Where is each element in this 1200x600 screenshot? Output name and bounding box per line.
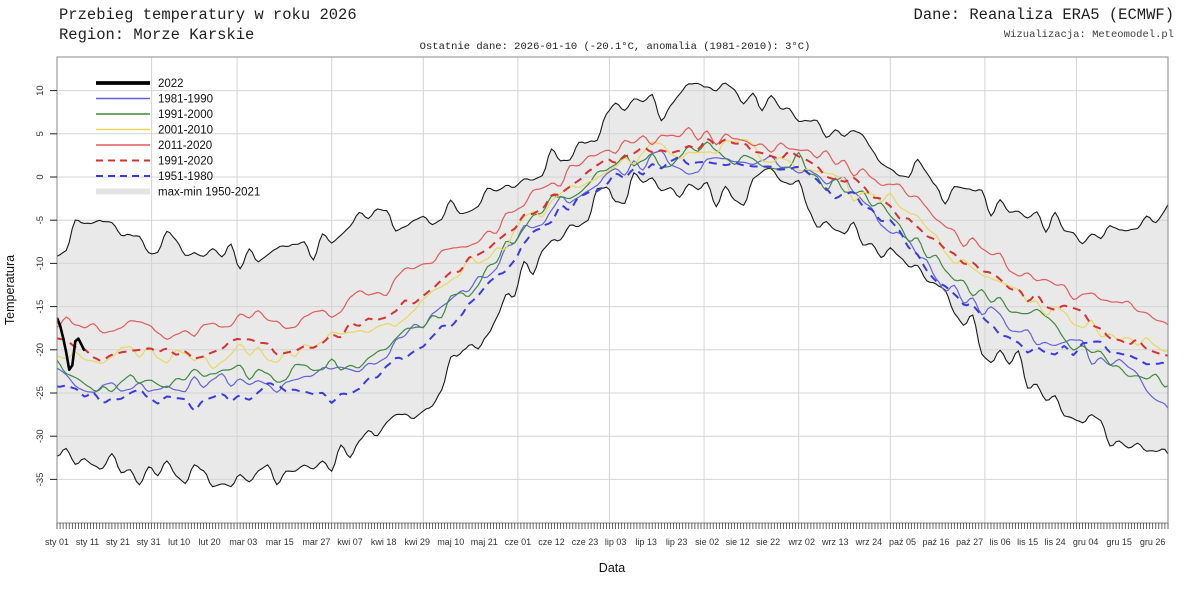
- svg-text:kwi 07: kwi 07: [337, 537, 363, 547]
- region-subtitle: Region: Morze Karskie: [59, 26, 255, 44]
- svg-text:-20: -20: [35, 343, 46, 357]
- svg-text:kwi 29: kwi 29: [404, 537, 430, 547]
- svg-text:lip 03: lip 03: [605, 537, 627, 547]
- svg-text:lis 24: lis 24: [1045, 537, 1066, 547]
- svg-text:lip 23: lip 23: [666, 537, 688, 547]
- series-line-2022: [57, 317, 86, 371]
- svg-text:kwi 18: kwi 18: [371, 537, 397, 547]
- svg-text:sie 12: sie 12: [726, 537, 750, 547]
- svg-text:wrz 13: wrz 13: [821, 537, 849, 547]
- band-edges: [57, 82, 1168, 488]
- svg-text:0: 0: [35, 174, 46, 179]
- svg-text:paź 16: paź 16: [922, 537, 949, 547]
- svg-text:max-min 1950-2021: max-min 1950-2021: [158, 187, 260, 199]
- series-line-2011-2020: [57, 126, 1168, 340]
- svg-text:lis 06: lis 06: [990, 537, 1011, 547]
- series-line-1991-2000: [57, 141, 1168, 393]
- svg-text:lis 15: lis 15: [1017, 537, 1038, 547]
- x-axis-labels: sty 01 sty 11 sty 21 sty 31 lut 10 lut 20 mar …: [45, 537, 1165, 547]
- svg-text:paź 27: paź 27: [956, 537, 983, 547]
- svg-text:maj 21: maj 21: [471, 537, 498, 547]
- svg-text:-30: -30: [35, 429, 46, 443]
- svg-text:cze 23: cze 23: [572, 537, 599, 547]
- svg-text:gru 04: gru 04: [1073, 537, 1099, 547]
- svg-text:cze 01: cze 01: [505, 537, 532, 547]
- svg-text:lut 20: lut 20: [199, 537, 221, 547]
- svg-text:mar 03: mar 03: [229, 537, 257, 547]
- legend: 2022 1981-1990 1991-2000 2001-2010 2011-2020…: [96, 78, 260, 199]
- svg-text:sie 02: sie 02: [695, 537, 719, 547]
- svg-text:5: 5: [35, 131, 46, 136]
- svg-text:maj 10: maj 10: [437, 537, 464, 547]
- svg-text:mar 27: mar 27: [302, 537, 330, 547]
- svg-text:sty 31: sty 31: [137, 537, 161, 547]
- series-line-2001-2010: [57, 138, 1168, 370]
- svg-text:lip 13: lip 13: [635, 537, 657, 547]
- svg-text:sty 01: sty 01: [45, 537, 69, 547]
- svg-text:1991-2000: 1991-2000: [158, 109, 213, 121]
- svg-text:-5: -5: [35, 216, 46, 224]
- svg-text:mar 15: mar 15: [266, 537, 294, 547]
- y-axis-ticks: [50, 90, 57, 480]
- x-axis-title: Data: [599, 561, 625, 575]
- series-line-1981-1990: [57, 150, 1168, 409]
- page-title: Przebieg temperatury w roku 2026: [59, 6, 357, 24]
- visualization-credit: Wizualizacja: Meteomodel.pl: [1003, 29, 1174, 41]
- svg-text:sty 11: sty 11: [76, 537, 99, 547]
- series-line-1991-2020: [57, 137, 1168, 362]
- svg-text:-10: -10: [35, 257, 46, 271]
- svg-text:1951-1980: 1951-1980: [158, 171, 213, 183]
- svg-text:lut 10: lut 10: [168, 537, 190, 547]
- svg-text:paź 05: paź 05: [889, 537, 916, 547]
- svg-text:2022: 2022: [158, 78, 184, 90]
- svg-text:sty 21: sty 21: [106, 537, 130, 547]
- data-source-label: Dane: Reanaliza ERA5 (ECMWF): [913, 6, 1174, 24]
- y-axis-title: Temperatura: [3, 255, 17, 325]
- x-axis-ticks: [56, 523, 1169, 529]
- svg-text:-25: -25: [35, 386, 46, 400]
- svg-text:wrz 24: wrz 24: [855, 537, 883, 547]
- svg-text:sie 22: sie 22: [756, 537, 780, 547]
- svg-text:wrz 02: wrz 02: [787, 537, 815, 547]
- y-axis-labels: 10 5 0 -5 -10 -15 -20 -25 -30 -35: [35, 85, 46, 486]
- svg-text:-35: -35: [35, 473, 46, 487]
- svg-text:2001-2010: 2001-2010: [158, 125, 213, 137]
- svg-text:2011-2020: 2011-2020: [158, 140, 212, 152]
- svg-text:1981-1990: 1981-1990: [158, 94, 213, 106]
- svg-text:gru 26: gru 26: [1140, 537, 1166, 547]
- band-max-min: [57, 83, 1168, 487]
- svg-text:1991-2020: 1991-2020: [158, 156, 213, 168]
- svg-text:-15: -15: [35, 300, 46, 314]
- svg-text:10: 10: [35, 85, 46, 96]
- svg-text:gru 15: gru 15: [1106, 537, 1132, 547]
- svg-text:cze 12: cze 12: [538, 537, 565, 547]
- gridlines: [57, 57, 1168, 523]
- last-data-note: Ostatnie dane: 2026-01-10 (-20.1°C, anom…: [419, 41, 811, 53]
